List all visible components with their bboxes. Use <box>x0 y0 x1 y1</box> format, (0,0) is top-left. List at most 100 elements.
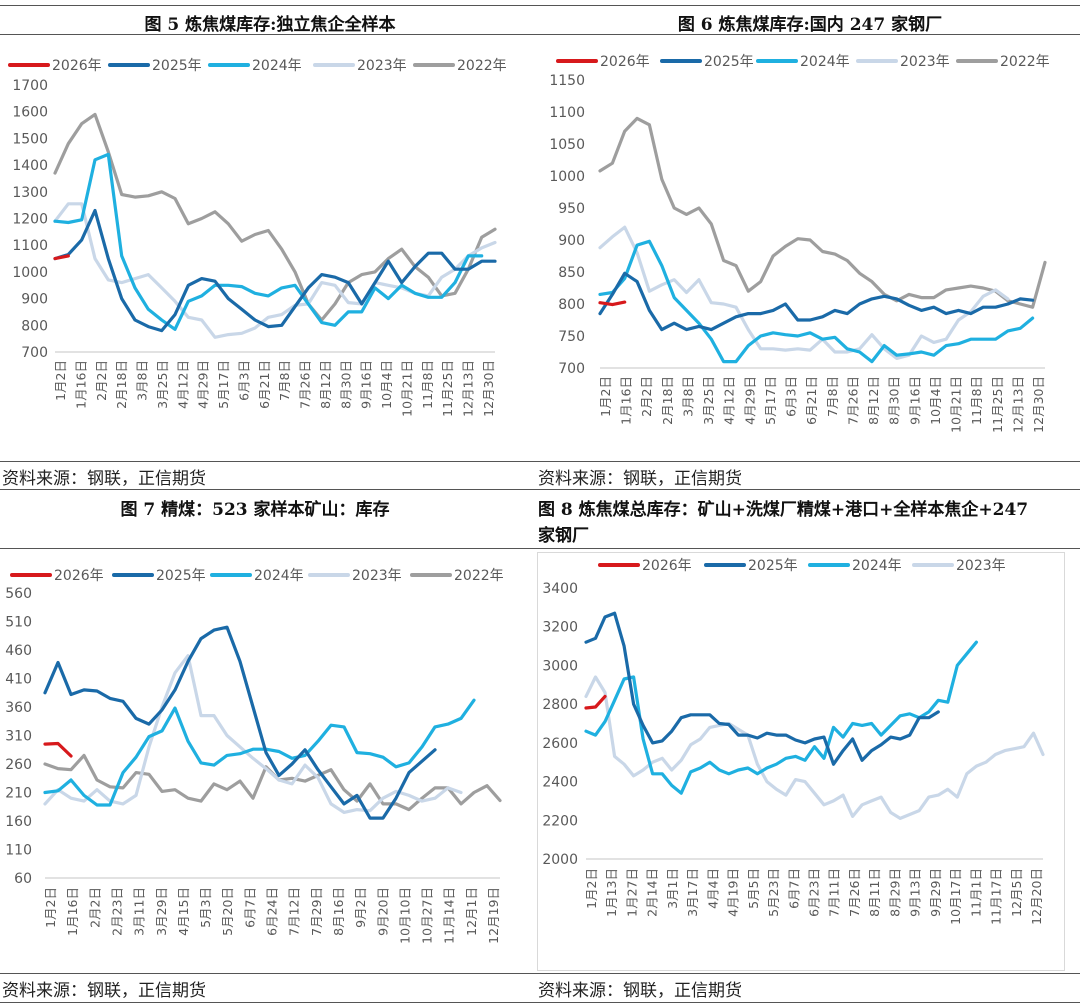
figure-6-title: 图 6 炼焦煤库存:国内 247 家钢厂 <box>677 15 943 35</box>
x-tick-label: 1月16日 <box>619 376 634 425</box>
x-tick-label: 12月1日 <box>464 887 479 936</box>
series-line-2023年 <box>53 202 497 339</box>
y-tick-label: 1100 <box>549 105 585 121</box>
x-tick-label: 12月5日 <box>1009 868 1024 917</box>
y-tick-label: 1100 <box>12 238 48 254</box>
x-tick-label: 12月13日 <box>1010 376 1025 433</box>
legend-item-2023年: 2023年 <box>912 558 1006 574</box>
x-tick-label: 6月7日 <box>786 868 801 909</box>
y-tick-label: 750 <box>558 329 585 345</box>
y-tick-label: 160 <box>5 814 32 830</box>
x-tick-label: 7月8日 <box>825 376 840 417</box>
chart-figure-6: 2026年 2025年 2024年 2023年 2022年 700 750 800 850 900… <box>549 54 1049 433</box>
y-tick-label: 1300 <box>12 185 48 201</box>
source-rule-bottom <box>0 489 1080 490</box>
y-tick-label: 1000 <box>12 265 48 281</box>
y-tick-label: 950 <box>558 201 585 217</box>
series-line-2023年 <box>43 654 463 814</box>
y-tick-label: 410 <box>5 672 32 688</box>
y-tick-label: 310 <box>5 729 32 745</box>
legend-item-2023年: 2023年 <box>313 58 407 74</box>
x-tick-label: 12月20日 <box>1029 868 1044 925</box>
x-tick-label: 1月2日 <box>598 376 613 417</box>
x-tick-label: 8月11日 <box>867 868 882 917</box>
x-tick-label: 6月23日 <box>807 868 822 917</box>
legend-item-2026年: 2026年 <box>8 58 102 74</box>
series-line-2024年 <box>598 239 1035 364</box>
x-tick-label: 10月17日 <box>948 868 963 925</box>
x-tick-label: 11月25日 <box>440 360 455 417</box>
legend-item-2025年: 2025年 <box>108 58 202 74</box>
x-tick-label: 2月2日 <box>87 887 102 928</box>
x-tick-label: 11月17日 <box>989 868 1004 925</box>
legend-label: 2026年 <box>54 568 104 584</box>
legend-label: 2023年 <box>352 568 402 584</box>
y-tick-label: 1000 <box>549 169 585 185</box>
x-tick-label: 10月4日 <box>928 376 943 425</box>
x-tick-label: 2月2日 <box>639 376 654 417</box>
y-tick-label: 3200 <box>542 620 578 636</box>
x-tick-label: 10月21日 <box>399 360 414 417</box>
x-tick-label: 10月21日 <box>949 376 964 433</box>
y-tick-label: 1150 <box>549 73 585 89</box>
source-rule-top-2 <box>0 973 1080 974</box>
legend-label: 2024年 <box>852 558 902 574</box>
chart-figure-7: 2026年 2025年 2024年 2023年 2022年 60 110 160 210 260 3… <box>5 568 503 944</box>
y-tick-label: 210 <box>5 786 32 802</box>
x-tick-label: 9月2日 <box>353 887 368 928</box>
x-tick-label: 12月30日 <box>1031 376 1046 433</box>
x-tick-label: 7月8日 <box>277 360 292 401</box>
y-tick-label: 2800 <box>542 697 578 713</box>
legend-item-2026年: 2026年 <box>10 568 104 584</box>
x-tick-label: 4月29日 <box>196 360 211 409</box>
legend-label: 2026年 <box>600 54 650 70</box>
legend-label: 2022年 <box>457 58 507 74</box>
x-tick-label: 3月25日 <box>155 360 170 409</box>
y-tick-label: 800 <box>558 297 585 313</box>
top-rule <box>0 5 1080 6</box>
y-tick-label: 900 <box>558 233 585 249</box>
x-tick-label: 5月3日 <box>198 887 213 928</box>
source-rule-bottom-2 <box>0 1002 1080 1003</box>
x-tick-label: 9月29日 <box>928 868 943 917</box>
x-tick-label: 12月13日 <box>461 360 476 417</box>
legend-label: 2023年 <box>900 54 950 70</box>
x-tick-label: 8月30日 <box>338 360 353 409</box>
y-tick-label: 1050 <box>549 137 585 153</box>
title-rule-2 <box>0 548 1080 549</box>
x-tick-label: 3月8日 <box>135 360 150 401</box>
chart-figure-5: 2026年 2025年 2024年 2023年 2022年 700 800 900 1000 11… <box>8 58 507 417</box>
figure-8-source: 资料来源：钢联，正信期货 <box>538 981 742 1001</box>
x-tick-label: 6月21日 <box>804 376 819 425</box>
x-tick-label: 9月13日 <box>908 868 923 917</box>
x-tick-label: 11月14日 <box>442 887 457 944</box>
legend-label: 2025年 <box>152 58 202 74</box>
y-tick-label: 60 <box>14 871 32 887</box>
figure-6-source: 资料来源：钢联，正信期货 <box>538 469 742 489</box>
x-tick-label: 1月2日 <box>53 360 68 401</box>
legend-item-2023年: 2023年 <box>856 54 950 70</box>
series-line-2026年 <box>43 741 73 758</box>
series-line-2025年 <box>584 611 940 766</box>
series-line-2026年 <box>584 694 607 710</box>
y-tick-label: 260 <box>5 757 32 773</box>
x-tick-label: 2月18日 <box>114 360 129 409</box>
x-tick-label: 4月12日 <box>175 360 190 409</box>
legend-label: 2024年 <box>252 58 302 74</box>
figure-7-source: 资料来源：钢联，正信期货 <box>2 981 206 1001</box>
x-tick-label: 7月12日 <box>287 887 302 936</box>
x-tick-label: 11月1日 <box>968 868 983 917</box>
series-line-2025年 <box>53 208 497 333</box>
legend-label: 2025年 <box>748 558 798 574</box>
y-tick-label: 2400 <box>542 775 578 791</box>
series-line-2024年 <box>584 640 978 795</box>
x-tick-label: 10月10日 <box>397 887 412 944</box>
x-tick-label: 4月15日 <box>176 887 191 936</box>
y-tick-label: 1700 <box>12 78 48 94</box>
series-line-2024年 <box>43 698 476 807</box>
x-tick-label: 7月26日 <box>298 360 313 409</box>
legend-item-2026年: 2026年 <box>556 54 650 70</box>
y-tick-label: 800 <box>21 318 48 334</box>
legend-label: 2025年 <box>704 54 754 70</box>
legend-item-2023年: 2023年 <box>308 568 402 584</box>
